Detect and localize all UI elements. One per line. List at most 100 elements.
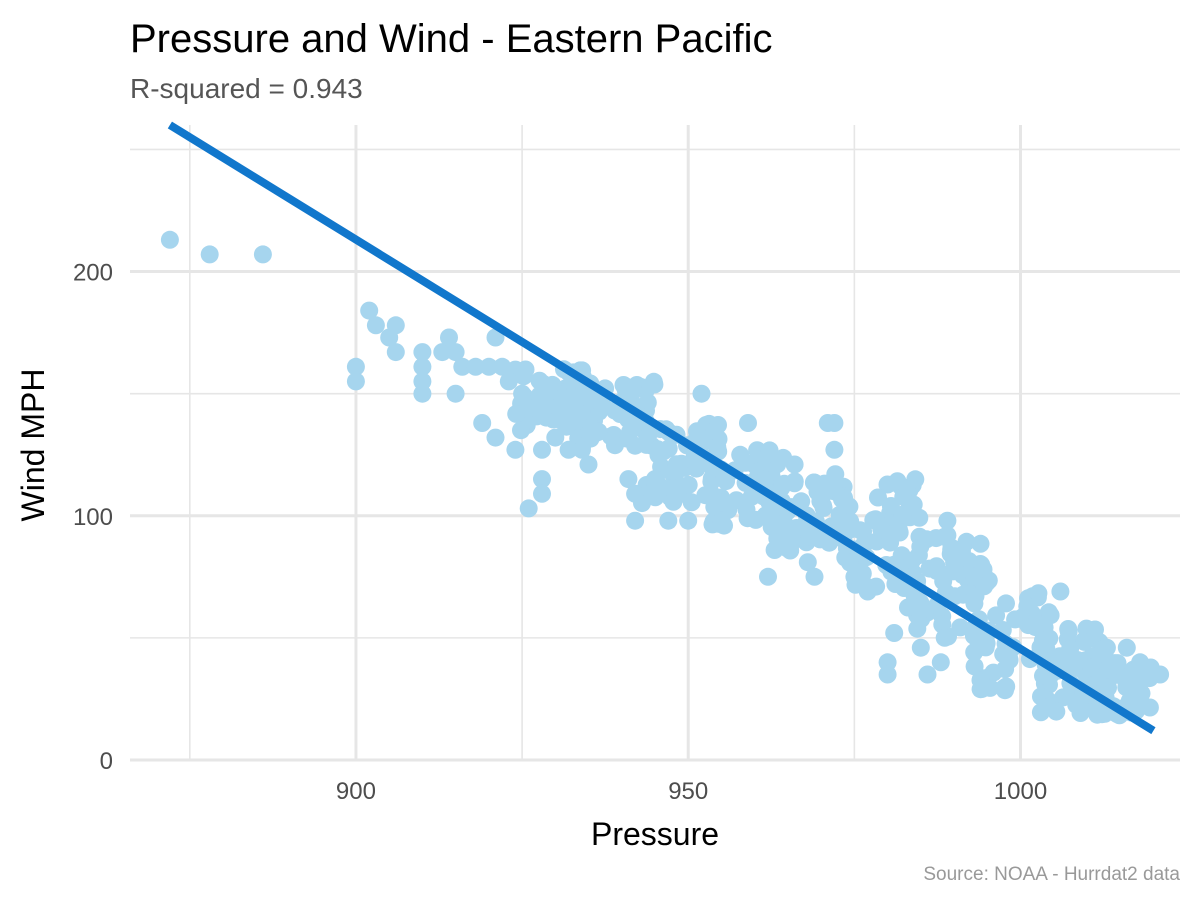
data-point <box>664 479 683 498</box>
data-point <box>951 541 970 559</box>
x-axis-label: Pressure <box>591 816 719 852</box>
grid <box>130 125 1180 762</box>
data-point <box>664 492 683 511</box>
data-point <box>938 511 957 530</box>
data-point <box>854 522 873 541</box>
data-point <box>1131 653 1150 672</box>
data-point <box>659 511 678 530</box>
data-point <box>931 653 950 672</box>
data-point <box>1115 669 1134 688</box>
data-point <box>486 328 505 347</box>
data-point <box>614 376 633 394</box>
data-point <box>971 534 990 553</box>
data-point <box>519 499 538 518</box>
data-point <box>692 384 711 403</box>
data-point <box>785 455 804 474</box>
data-point <box>911 638 930 657</box>
data-point <box>731 445 750 464</box>
data-point <box>679 475 698 494</box>
data-point <box>710 492 729 511</box>
data-point <box>833 489 852 508</box>
data-point <box>1059 622 1078 641</box>
data-point <box>446 343 465 362</box>
data-point <box>748 441 767 460</box>
data-point <box>727 491 746 510</box>
y-axis-label: Wind MPH <box>15 369 51 522</box>
data-point <box>160 230 179 249</box>
data-point <box>869 488 887 507</box>
data-point <box>760 441 779 460</box>
x-tick-label: 1000 <box>994 778 1047 805</box>
data-point <box>1117 638 1136 657</box>
data-point <box>413 384 432 403</box>
data-point <box>486 428 505 447</box>
data-point <box>1086 620 1104 639</box>
data-point <box>987 606 1006 625</box>
data-point <box>878 665 897 684</box>
data-point <box>765 541 784 559</box>
data-point <box>1105 656 1124 675</box>
data-point <box>971 680 990 699</box>
data-point <box>864 511 883 529</box>
data-point <box>841 553 859 572</box>
data-point <box>935 628 954 647</box>
data-point <box>386 343 405 362</box>
data-point <box>1037 698 1055 717</box>
data-point <box>805 567 824 586</box>
data-point <box>1051 582 1070 601</box>
data-point <box>906 470 925 489</box>
data-point <box>1029 584 1048 603</box>
data-point <box>798 553 817 572</box>
x-tick-label: 950 <box>668 778 708 805</box>
data-point <box>1133 696 1152 714</box>
y-tick-label: 200 <box>73 260 113 287</box>
data-point <box>885 624 904 642</box>
data-point <box>881 533 900 552</box>
data-point <box>815 484 834 503</box>
data-point <box>904 597 923 616</box>
data-point <box>712 511 731 530</box>
data-point <box>938 526 957 545</box>
data-point <box>1026 618 1045 637</box>
data-point <box>755 470 774 489</box>
data-point <box>572 440 591 459</box>
data-point <box>200 245 219 264</box>
data-point <box>253 245 272 264</box>
data-point <box>773 475 792 494</box>
data-point <box>738 509 757 528</box>
data-point <box>519 399 538 418</box>
data-point <box>366 316 385 335</box>
data-point <box>440 328 458 347</box>
data-point <box>516 360 535 379</box>
data-point <box>559 440 578 459</box>
data-point <box>493 357 512 376</box>
data-point <box>1075 632 1094 651</box>
data-point <box>466 357 485 376</box>
data-point <box>1018 597 1037 616</box>
data-point <box>413 343 432 362</box>
data-point <box>965 567 983 586</box>
data-point <box>679 511 698 530</box>
data-point <box>682 493 701 512</box>
data-point <box>841 512 860 531</box>
data-point <box>533 484 551 503</box>
data-point <box>473 414 492 432</box>
data-point <box>533 470 551 489</box>
data-point <box>1099 678 1117 697</box>
chart-caption: Source: NOAA - Hurrdat2 data <box>923 864 1180 885</box>
data-point <box>965 643 984 662</box>
data-point <box>413 372 432 391</box>
data-point <box>773 518 792 537</box>
data-point <box>927 557 946 576</box>
data-point <box>626 511 645 530</box>
data-point <box>1041 606 1060 625</box>
data-point <box>688 422 706 441</box>
data-point <box>619 470 638 489</box>
regression-line <box>167 121 1156 735</box>
fit-line-group <box>167 121 1156 735</box>
axis-ticks: 900 950 1000 0 100 200 <box>73 260 1047 805</box>
data-point <box>546 428 565 447</box>
data-point <box>346 357 365 376</box>
data-point <box>858 582 877 601</box>
data-point <box>659 439 678 458</box>
